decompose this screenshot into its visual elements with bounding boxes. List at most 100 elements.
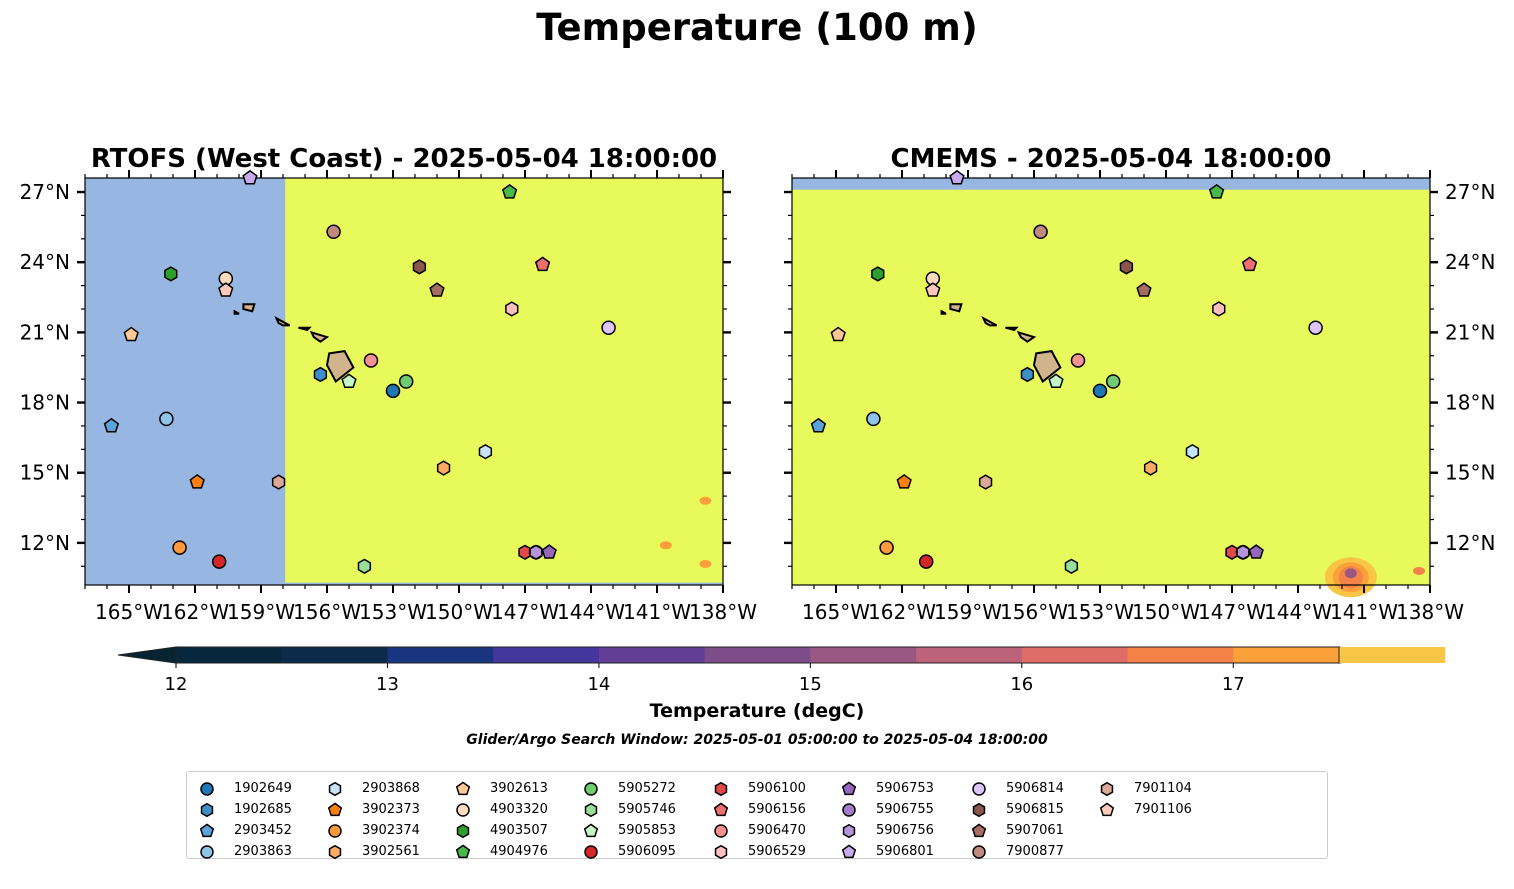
y-tick-label: 15°N — [1445, 461, 1495, 485]
float-marker-3902613 — [830, 326, 846, 342]
float-marker-3902561 — [1143, 460, 1158, 476]
x-tick-label: 147°W — [491, 600, 559, 624]
legend-label: 5907061 — [1006, 823, 1064, 838]
legend-marker — [200, 844, 214, 859]
colorbar-tick-label: 14 — [587, 674, 610, 695]
y-tick-label: 15°N — [20, 461, 70, 485]
legend-label: 2903863 — [234, 844, 292, 859]
y-tick-label: 27°N — [1445, 180, 1495, 204]
legend-marker-hexagon-icon — [328, 781, 342, 796]
float-marker-1902685 — [1020, 366, 1035, 383]
float-marker-3902373 — [189, 474, 205, 489]
legend-marker — [456, 823, 470, 838]
island-land — [309, 330, 330, 343]
legend-marker — [972, 844, 986, 859]
legend-item-5906753: 5906753 — [829, 778, 934, 799]
float-marker-2903863 — [159, 411, 174, 427]
legend-marker — [200, 781, 214, 796]
float-marker-5906156 — [534, 256, 551, 272]
x-tick-label: 144°W — [557, 600, 625, 624]
float-marker-3902613 — [123, 326, 139, 342]
axes-frame — [84, 177, 724, 586]
colorbar-under-extend — [117, 646, 177, 664]
legend-label: 5905746 — [618, 802, 676, 817]
float-marker-5906801 — [242, 169, 258, 185]
y-tick-label: 21°N — [20, 320, 70, 344]
colorbar-bin — [598, 647, 706, 663]
legend-marker — [455, 843, 471, 858]
x-tick-label: 159°W — [934, 600, 1002, 624]
colorbar-tick-label: 17 — [1222, 674, 1245, 695]
legend-item-5906156: 5906156 — [701, 799, 806, 820]
legend-marker-circle-icon — [584, 781, 598, 796]
nodata-region — [85, 582, 723, 585]
legend-label: 3902374 — [362, 823, 420, 838]
x-tick-label: 150°W — [1132, 600, 1200, 624]
float-marker-4904976 — [501, 183, 518, 199]
y-tick-label: 18°N — [1445, 391, 1495, 415]
colorbar-tick-label: 15 — [799, 674, 822, 695]
colorbar-bin — [493, 647, 600, 663]
legend-marker — [972, 802, 986, 817]
legend-item-2903452: 2903452 — [187, 820, 292, 841]
float-marker-3902374 — [172, 540, 187, 555]
legend-marker — [584, 781, 598, 796]
legend-item-7900877: 7900877 — [959, 841, 1064, 862]
x-tick-label: 147°W — [1198, 600, 1266, 624]
island-land — [940, 309, 947, 315]
x-tick-label: 153°W — [359, 600, 427, 624]
legend-marker — [971, 822, 987, 837]
float-marker-4903507 — [871, 266, 885, 282]
legend-marker-circle-icon — [200, 781, 214, 796]
x-tick-label: 141°W — [1330, 600, 1398, 624]
legend-marker-hexagon-icon — [328, 844, 342, 859]
float-marker-4903507 — [164, 266, 178, 282]
float-marker-5906801 — [949, 169, 965, 185]
island-land — [274, 315, 291, 327]
legend-marker-circle-icon — [714, 823, 728, 838]
legend-column: 5906100 5906156 5906470 5906529 — [701, 778, 806, 862]
legend-column: 3902613 4903320 4903507 4904976 — [443, 778, 548, 862]
y-tick-label: 27°N — [20, 180, 70, 204]
x-tick-label: 156°W — [1000, 600, 1068, 624]
legend-item-3902374: 3902374 — [315, 820, 420, 841]
float-marker-5905853 — [1048, 373, 1064, 389]
legend-marker — [1100, 781, 1114, 796]
x-tick-label: 165°W — [95, 600, 163, 624]
legend-label: 5906756 — [876, 823, 934, 838]
island-land — [949, 303, 963, 313]
nodata-region — [85, 178, 286, 585]
panel-rtofs: RTOFS (West Coast) - 2025-05-04 18:00:00… — [20, 144, 758, 624]
legend-item-5906756: 5906756 — [829, 820, 934, 841]
legend-marker-circle-icon — [200, 844, 214, 859]
legend-label: 4904976 — [490, 844, 548, 859]
float-marker-5906753 — [541, 544, 557, 559]
legend-marker — [328, 781, 342, 796]
island-land — [298, 326, 312, 332]
legend-item-5906801: 5906801 — [829, 841, 934, 862]
float-marker-5906814 — [601, 320, 616, 335]
legend-label: 2903452 — [234, 823, 292, 838]
legend-item-2903868: 2903868 — [315, 778, 420, 799]
legend-label: 3902561 — [362, 844, 420, 859]
warm-patch — [1344, 568, 1357, 579]
legend-label: 5906095 — [618, 844, 676, 859]
legend-item-4904976: 4904976 — [443, 841, 548, 862]
legend-marker-circle-icon — [972, 844, 986, 859]
colorbar-bin — [810, 647, 917, 663]
legend-column: 1902649 1902685 2903452 2903863 — [187, 778, 292, 862]
float-marker-5906470 — [363, 353, 379, 368]
legend-item-7901104: 7901104 — [1087, 778, 1192, 799]
legend-marker-hexagon-icon — [456, 823, 470, 838]
legend-marker — [200, 802, 214, 817]
legend-label: 7900877 — [1006, 844, 1064, 859]
legend-marker-pentagon-icon — [199, 822, 215, 837]
legend-marker — [841, 843, 857, 858]
float-marker-3902374 — [879, 540, 894, 555]
float-marker-5906529 — [505, 301, 519, 317]
float-marker-5906756 — [529, 544, 543, 560]
legend-item-1902649: 1902649 — [187, 778, 292, 799]
float-marker-7901104 — [978, 474, 993, 490]
legend-item-5907061: 5907061 — [959, 820, 1064, 841]
float-marker-2903868 — [1185, 443, 1200, 460]
